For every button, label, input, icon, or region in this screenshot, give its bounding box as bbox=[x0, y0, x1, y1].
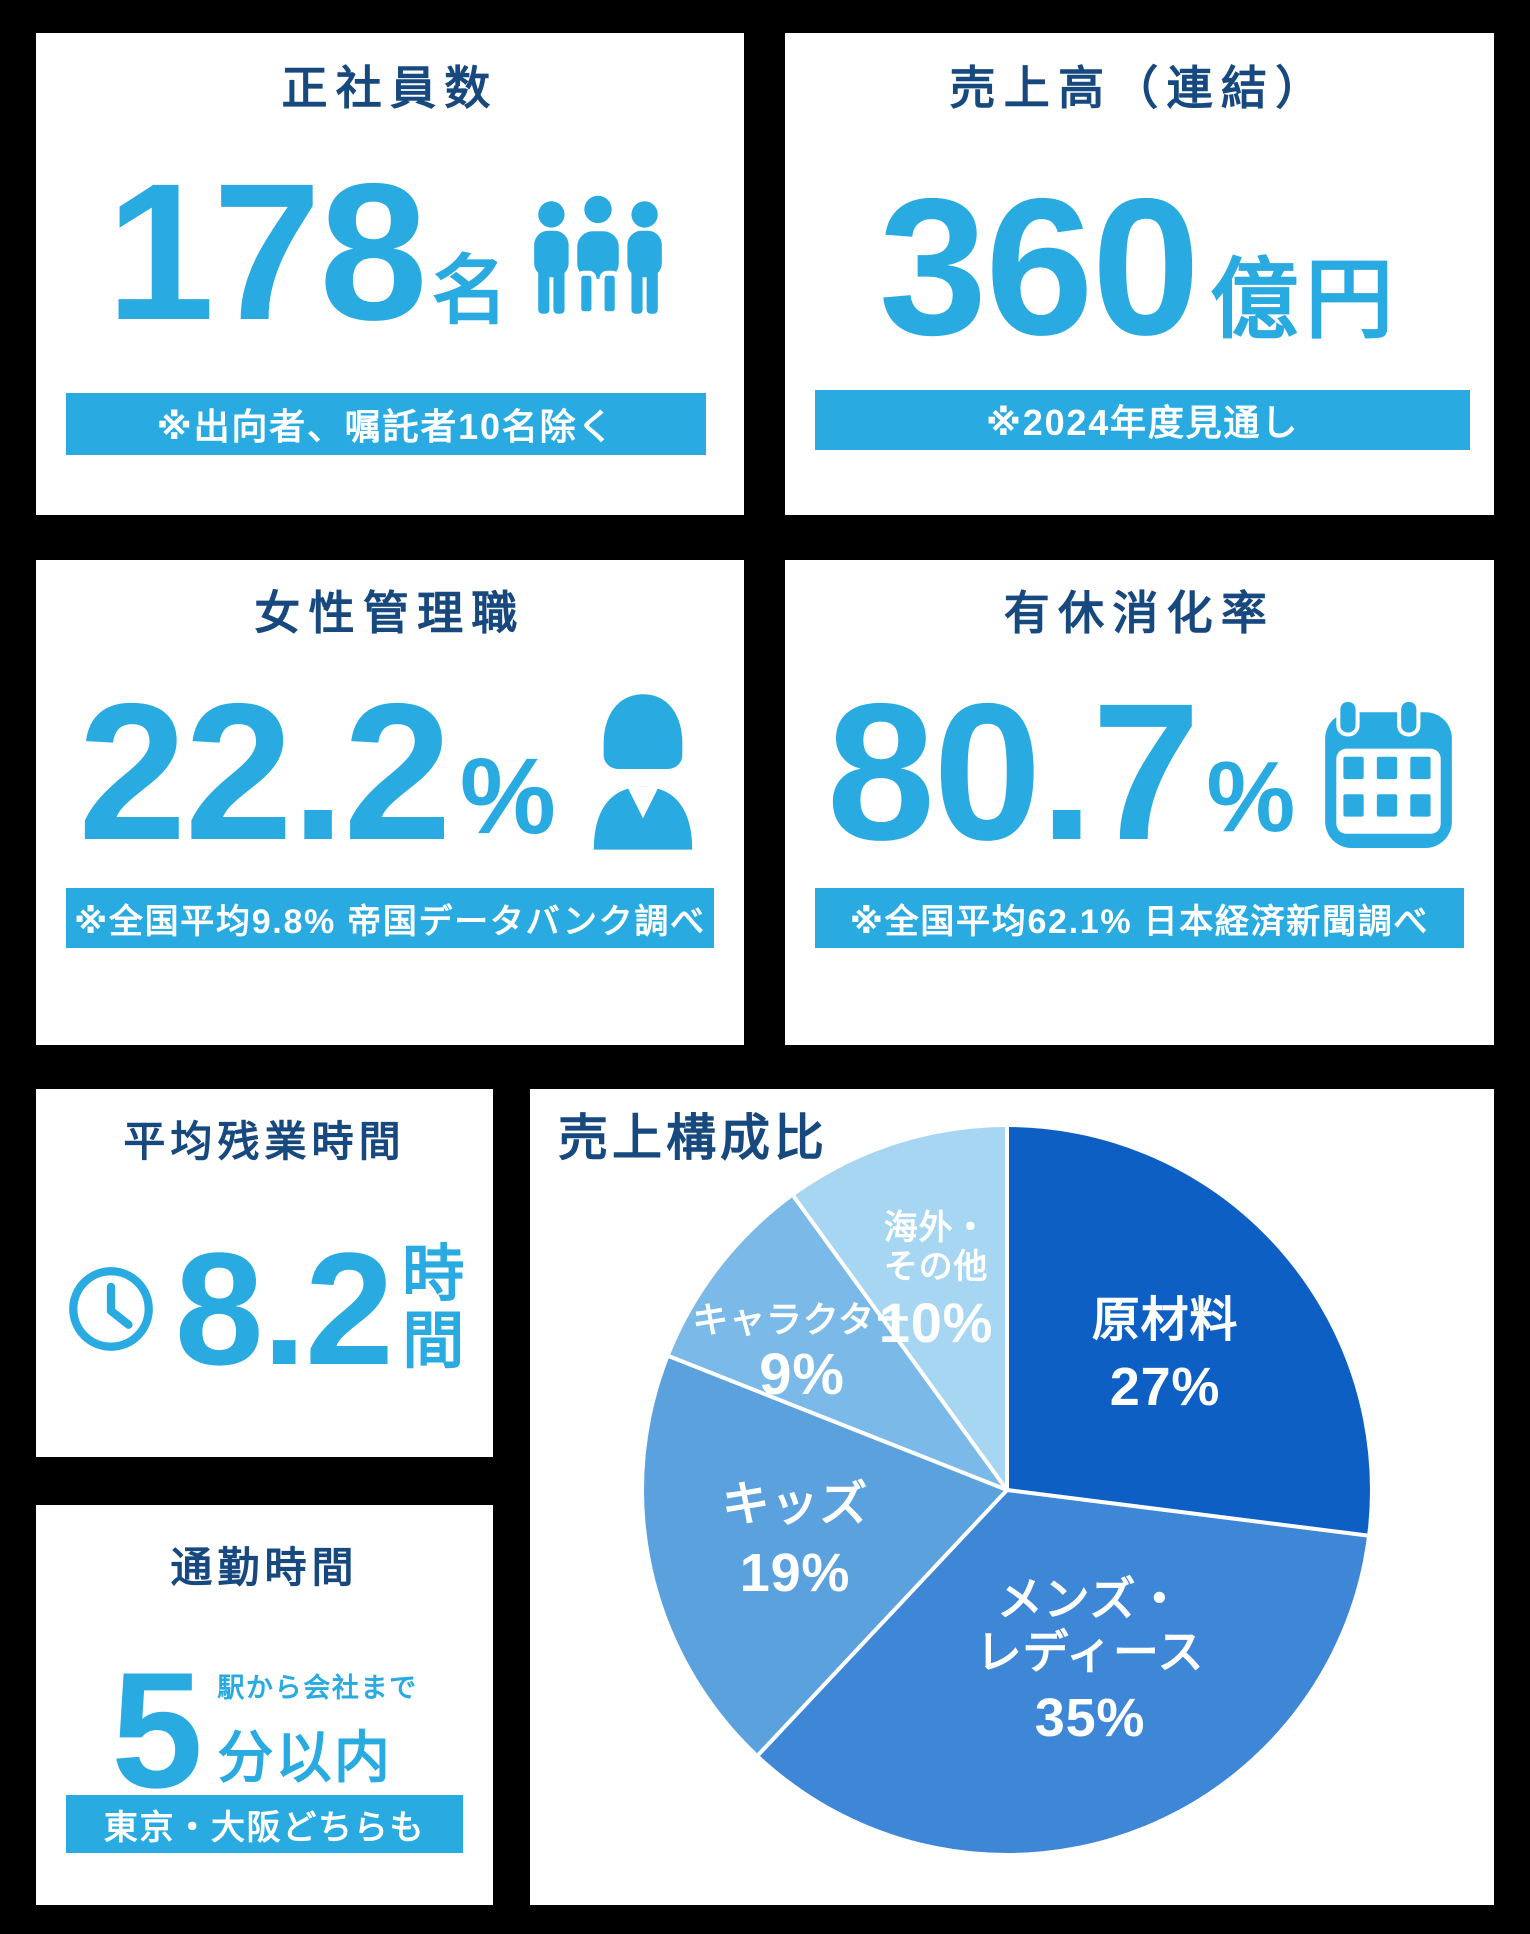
commute-card: 通勤時間 5 駅から会社まで 分以内 東京・大阪どちらも bbox=[36, 1505, 493, 1905]
sales-mix-title: 売上構成比 bbox=[558, 1110, 828, 1166]
people-icon bbox=[533, 192, 662, 316]
female-managers-value-row: 22.2 % bbox=[36, 663, 744, 881]
sales-value-row: 360 億円 bbox=[785, 125, 1494, 376]
employees-unit: 名 bbox=[431, 248, 508, 334]
employees-value-row: 178 名 bbox=[36, 120, 744, 361]
commute-annotation: 駅から会社まで bbox=[217, 1673, 418, 1703]
paid-leave-title: 有休消化率 bbox=[1003, 587, 1276, 639]
sales-mix-card: 売上構成比 原材料 27% メンズ・ レディース 35% キッズ 19% キャラ… bbox=[530, 1089, 1494, 1905]
paid-leave-value: 80.7 bbox=[826, 663, 1201, 881]
commute-note: 東京・大阪どちらも bbox=[66, 1795, 463, 1853]
pie-label-overseas-other: 海外・ その他 10% bbox=[878, 1209, 994, 1355]
employees-note: ※出向者、嘱託者10名除く bbox=[66, 393, 706, 455]
employees-card: 正社員数 178 名 ※出向者、嘱託者10名除く bbox=[36, 33, 744, 515]
commute-title: 通勤時間 bbox=[170, 1544, 359, 1591]
sales-value: 360 bbox=[878, 158, 1200, 376]
employees-title: 正社員数 bbox=[281, 62, 499, 114]
pie-slice-divider bbox=[1005, 1127, 1009, 1490]
paid-leave-value-row: 80.7 % bbox=[785, 663, 1494, 881]
businesswoman-icon bbox=[593, 694, 693, 850]
calendar-icon bbox=[1325, 698, 1453, 848]
employees-value: 178 bbox=[106, 143, 427, 361]
overtime-unit: 時 間 bbox=[402, 1240, 465, 1376]
pie-label-mens-ladies: メンズ・ レディース 35% bbox=[975, 1573, 1205, 1748]
pie-label-kids: キッズ 19% bbox=[721, 1478, 869, 1604]
pie-slice-divider bbox=[1006, 1488, 1368, 1538]
paid-leave-note: ※全国平均62.1% 日本経済新聞調べ bbox=[815, 888, 1464, 948]
female-managers-note: ※全国平均9.8% 帝国データバンク調べ bbox=[66, 888, 714, 948]
overtime-title: 平均残業時間 bbox=[123, 1118, 406, 1165]
overtime-value-row: 8.2 時 間 bbox=[36, 1209, 493, 1409]
pie-label-raw-materials: 原材料 27% bbox=[1091, 1294, 1239, 1418]
commute-value-row: 5 駅から会社まで 分以内 bbox=[36, 1610, 493, 1822]
overtime-unit-char-1: 時 bbox=[402, 1240, 465, 1310]
overtime-card: 平均残業時間 8.2 時 間 bbox=[36, 1089, 493, 1457]
paid-leave-unit: % bbox=[1206, 741, 1296, 853]
commute-unit: 分以内 bbox=[217, 1726, 393, 1789]
paid-leave-card: 有休消化率 80.7 % ※全国平均62.1% 日本経済新聞調べ bbox=[785, 560, 1494, 1045]
sales-unit: 億円 bbox=[1210, 249, 1401, 349]
sales-card: 売上高（連結） 360 億円 ※2024年度見通し bbox=[785, 33, 1494, 515]
commute-unit-block: 駅から会社まで 分以内 bbox=[217, 1666, 417, 1794]
commute-value: 5 bbox=[111, 1637, 203, 1822]
overtime-unit-char-2: 間 bbox=[402, 1307, 465, 1376]
female-managers-card: 女性管理職 22.2 % ※全国平均9.8% 帝国データバンク調べ bbox=[36, 560, 744, 1045]
sales-mix-pie-chart: 原材料 27% メンズ・ レディース 35% キッズ 19% キャラクター 9%… bbox=[644, 1127, 1370, 1853]
sales-title: 売上高（連結） bbox=[949, 62, 1330, 114]
sales-note: ※2024年度見通し bbox=[815, 390, 1470, 450]
female-managers-title: 女性管理職 bbox=[254, 587, 526, 639]
female-managers-value: 22.2 bbox=[78, 663, 452, 881]
female-managers-unit: % bbox=[459, 734, 556, 856]
overtime-value: 8.2 bbox=[174, 1219, 394, 1398]
clock-icon bbox=[68, 1267, 153, 1351]
